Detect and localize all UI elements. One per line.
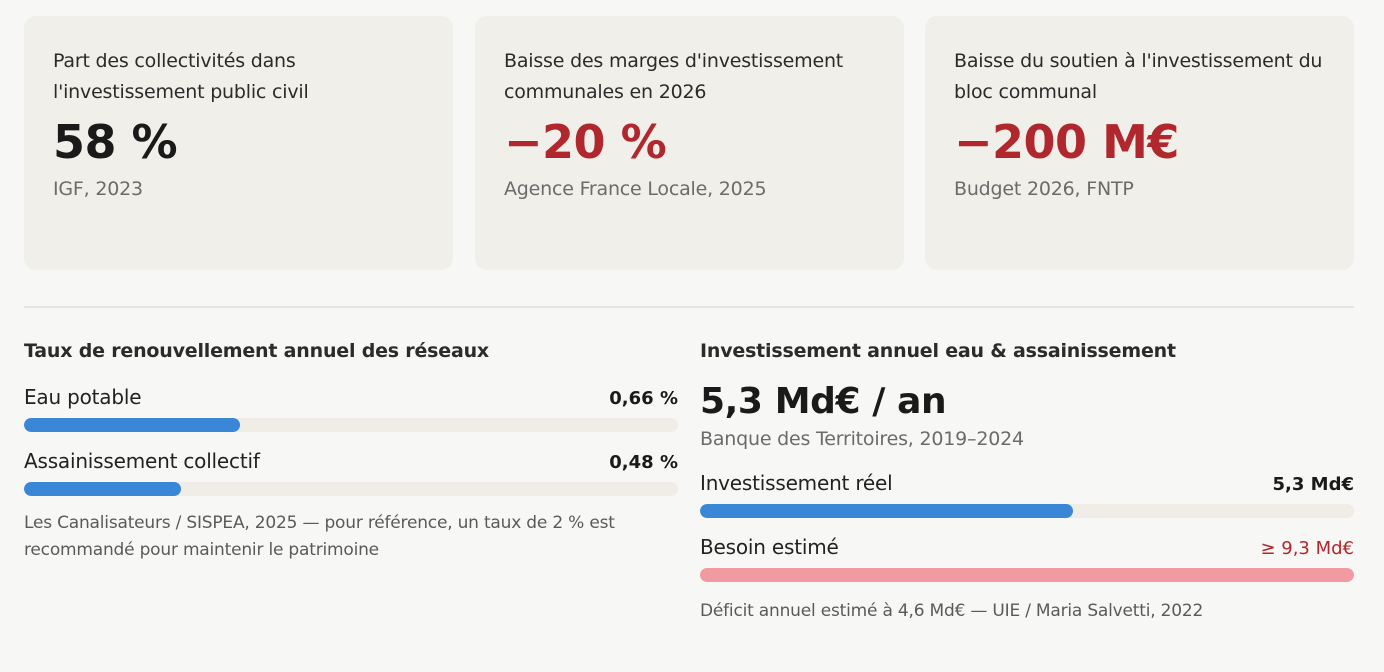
card-label: Part des collectivités dans l'investisse… (53, 50, 309, 103)
bar-value: 5,3 Md€ (1272, 474, 1354, 495)
bar-value: 0,66 % (609, 388, 678, 409)
bar-track (700, 568, 1354, 582)
headline-source: Banque des Territoires, 2019–2024 (700, 428, 1024, 450)
source-note: Déficit annuel estimé à 4,6 Md€ — UIE / … (700, 601, 1204, 621)
section-title: Taux de renouvellement annuel des réseau… (24, 340, 489, 362)
headline-value: 5,3 Md€ / an (700, 381, 947, 422)
key-figures-cards: Part des collectivités dans l'investisse… (24, 16, 1354, 270)
card-source: Budget 2026, FNTP (954, 178, 1134, 200)
bar-label: Investissement réel (700, 471, 893, 495)
bar-fill (700, 568, 1354, 582)
card-value: −200 M€ (954, 115, 1179, 169)
card-value: −20 % (504, 115, 667, 169)
bar-value: 0,48 % (609, 452, 678, 473)
source-note: Les Canalisateurs / SISPEA, 2025 — pour … (24, 513, 615, 560)
bar-row-sanitation: Assainissement collectif 0,48 % (24, 448, 678, 476)
card-label: Baisse des marges d'investissement commu… (504, 50, 844, 103)
bar-label: Assainissement collectif (24, 449, 260, 473)
bar-row-estimated-need: Besoin estimé ≥ 9,3 Md€ (700, 534, 1354, 562)
card-label: Baisse du soutien à l'investissement du … (954, 50, 1323, 103)
bar-track (24, 482, 678, 496)
renewal-panel: Taux de renouvellement annuel des réseau… (24, 338, 678, 564)
card-source: IGF, 2023 (53, 178, 143, 200)
card-source: Agence France Locale, 2025 (504, 178, 767, 200)
bar-label: Eau potable (24, 385, 142, 409)
bar-track (24, 418, 678, 432)
bar-value: ≥ 9,3 Md€ (1260, 538, 1354, 559)
bar-track (700, 504, 1354, 518)
bar-row-actual-investment: Investissement réel 5,3 Md€ (700, 470, 1354, 498)
bar-row-drinking-water: Eau potable 0,66 % (24, 384, 678, 412)
section-divider (24, 306, 1354, 308)
card-public-investment-share: Part des collectivités dans l'investisse… (24, 16, 453, 270)
bar-label: Besoin estimé (700, 535, 839, 559)
bar-fill (24, 418, 240, 432)
card-support-drop: Baisse du soutien à l'investissement du … (925, 16, 1354, 270)
card-communal-margin-drop: Baisse des marges d'investissement commu… (475, 16, 904, 270)
section-title: Investissement annuel eau & assainisseme… (700, 340, 1176, 362)
investment-panel: Investissement annuel eau & assainisseme… (700, 338, 1354, 625)
bar-fill (24, 482, 181, 496)
bar-fill (700, 504, 1073, 518)
card-value: 58 % (53, 115, 178, 169)
